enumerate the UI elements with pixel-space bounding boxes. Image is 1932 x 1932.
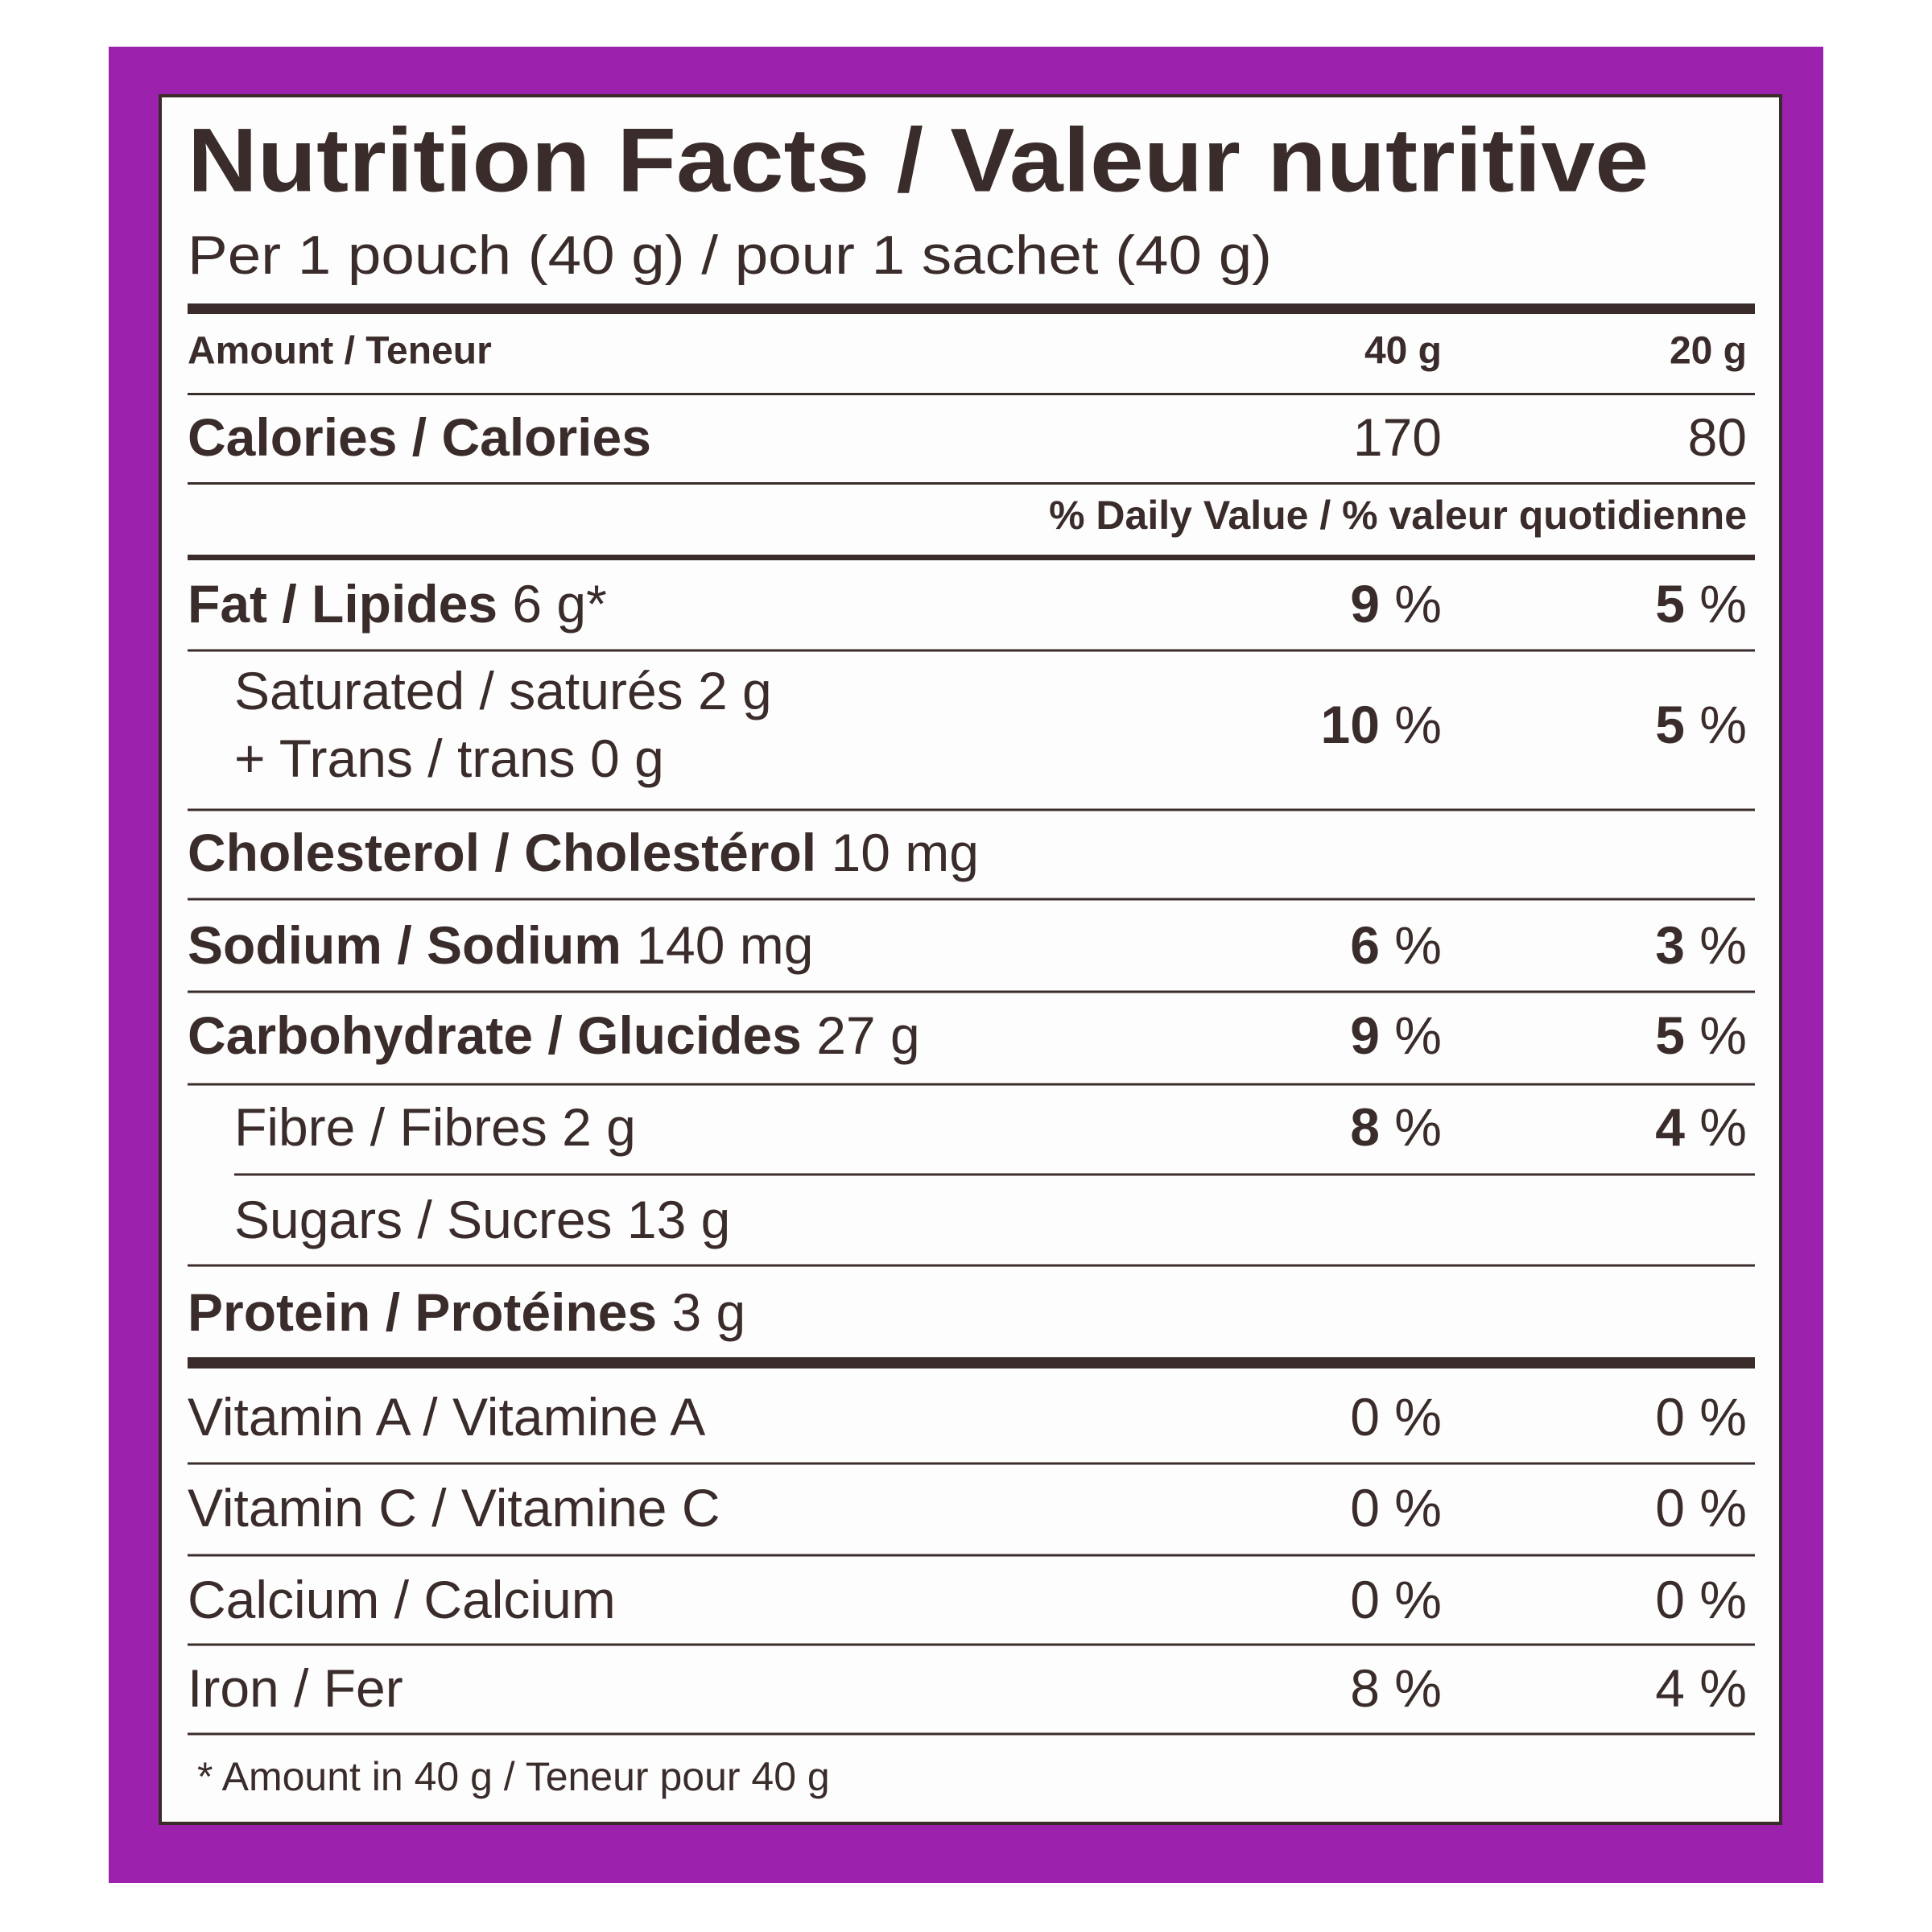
daily-value: 9 % [1350, 574, 1442, 634]
sub-nutrient: Saturated / saturés 2 g [234, 661, 772, 720]
daily-value: 0 % [1350, 1570, 1442, 1629]
nutrient: Fat / Lipides 6 g* [188, 574, 607, 634]
vitamin-mineral: Calcium / Calcium [188, 1570, 616, 1629]
nutrient-name: Carbohydrate / Glucides [188, 1005, 802, 1065]
daily-value: 9 % [1350, 1005, 1442, 1065]
vitamin-mineral: Iron / Fer [188, 1658, 403, 1718]
daily-value: 0 % [1655, 1387, 1747, 1447]
daily-value: 4 % [1655, 1097, 1747, 1157]
rule [188, 990, 1755, 993]
rule [188, 1462, 1755, 1465]
rule [188, 1264, 1755, 1267]
rule [188, 393, 1755, 395]
daily-value: 0 % [1350, 1478, 1442, 1538]
daily-value: 8 % [1350, 1658, 1442, 1718]
nutrient-amount: 10 mg [831, 823, 978, 882]
label-panel [159, 94, 1782, 1825]
nutrient-name: Sodium / Sodium [188, 915, 621, 975]
daily-value: 10 % [1321, 695, 1442, 754]
amount-heading: Amount / Teneur [188, 330, 492, 373]
daily-value: 5 % [1655, 695, 1747, 754]
daily-value: 4 % [1655, 1658, 1747, 1718]
rule [188, 898, 1755, 901]
thick-rule [188, 1357, 1755, 1368]
nutrient: Cholesterol / Cholestérol 10 mg [188, 823, 979, 882]
vitamin-mineral: Vitamin A / Vitamine A [188, 1387, 705, 1447]
title: Nutrition Facts / Valeur nutritive [188, 110, 1649, 211]
nutrient-name: Fat / Lipides [188, 574, 497, 634]
rule [234, 1173, 1755, 1176]
rule [188, 649, 1755, 652]
daily-value: 0 % [1350, 1387, 1442, 1447]
vitamin-mineral: Vitamin C / Vitamine C [188, 1478, 720, 1538]
nutrient: Sodium / Sodium 140 mg [188, 915, 813, 975]
daily-value: 0 % [1655, 1478, 1747, 1538]
nutrient-amount: 140 mg [636, 915, 813, 975]
daily-value: 3 % [1655, 915, 1747, 975]
rule [188, 1083, 1755, 1086]
calories-value: 170 [1353, 407, 1442, 467]
daily-value: 5 % [1655, 1005, 1747, 1065]
rule [188, 1554, 1755, 1557]
daily-value-heading: % Daily Value / % valeur quotidienne [1049, 493, 1747, 538]
daily-value: 5 % [1655, 574, 1747, 634]
rule [188, 808, 1755, 811]
serving-size: Per 1 pouch (40 g) / pour 1 sachet (40 g… [188, 225, 1272, 286]
medium-rule [188, 555, 1755, 560]
calories-label: Calories / Calories [188, 407, 651, 467]
nutrient-amount: 3 g [671, 1282, 745, 1342]
nutrient-amount: 27 g [816, 1005, 919, 1065]
amount-column: 40 g [1364, 330, 1442, 373]
calories-value: 80 [1688, 407, 1747, 467]
thick-rule [188, 303, 1755, 314]
nutrient: Carbohydrate / Glucides 27 g [188, 1005, 920, 1065]
nutrient-name: Cholesterol / Cholestérol [188, 823, 816, 882]
nutrient-amount: 6 g* [512, 574, 606, 634]
nutrient: Protein / Protéines 3 g [188, 1282, 745, 1342]
nutrient-name: Protein / Protéines [188, 1282, 657, 1342]
rule [188, 1643, 1755, 1646]
rule [188, 482, 1755, 485]
daily-value: 8 % [1350, 1097, 1442, 1157]
amount-column: 20 g [1670, 330, 1747, 373]
sub-nutrient: Sugars / Sucres 13 g [234, 1190, 730, 1249]
footnote: * Amount in 40 g / Teneur pour 40 g [197, 1754, 830, 1799]
daily-value: 0 % [1655, 1570, 1747, 1629]
sub-nutrient: + Trans / trans 0 g [234, 729, 664, 788]
sub-nutrient: Fibre / Fibres 2 g [234, 1097, 636, 1157]
daily-value: 6 % [1350, 915, 1442, 975]
rule [188, 1732, 1755, 1736]
